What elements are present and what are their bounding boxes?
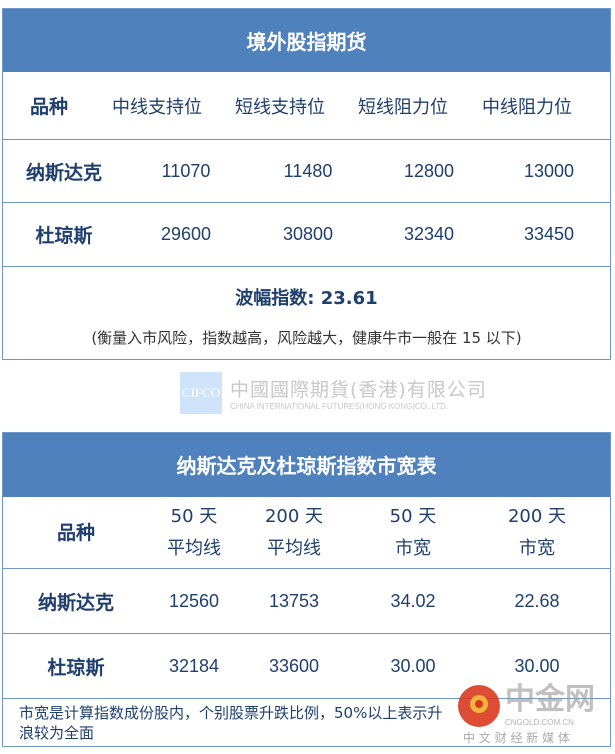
cell: 22.68 xyxy=(514,590,560,611)
cell: 13000 xyxy=(523,160,575,181)
cell: 33450 xyxy=(523,224,575,244)
col-header: 品种 xyxy=(29,96,68,118)
table-row: 纳斯达克 11070 11480 12800 13000 xyxy=(3,139,610,202)
cell: 12560 xyxy=(168,590,220,611)
footer-text: 市宽是计算指数成份股内，个别股票升跌比例，50%以上表示升浪较为全面 xyxy=(19,704,443,742)
table-title: 纳斯达克及杜琼斯指数市宽表 xyxy=(3,433,610,496)
cell: 11070 xyxy=(161,160,211,181)
cell: 12800 xyxy=(403,160,455,181)
cell: 杜琼斯 xyxy=(35,225,93,247)
table-row: 杜琼斯 32184 33600 30.00 30.00 xyxy=(3,633,610,698)
cell: 纳斯达克 xyxy=(25,161,102,184)
header-row: 品种 中线支持位 短线支持位 短线阻力位 中线阻力位 xyxy=(3,71,610,139)
cell: 34.02 xyxy=(390,590,436,611)
cifco-logo: CIFCO 中國國際期貨(香港)有限公司 CHINA INTERNATIONAL… xyxy=(180,372,487,414)
cifco-logo-box: CIFCO xyxy=(180,372,222,414)
cell: 30.00 xyxy=(390,655,436,676)
cell: 13753 xyxy=(268,590,320,611)
footer-note: 市宽是计算指数成份股内，个别股票升跌比例，50%以上表示升浪较为全面 xyxy=(3,698,610,747)
watermark-tagline: 中 文 财 经 新 媒 体 xyxy=(463,731,570,745)
cell: 30.00 xyxy=(514,655,560,676)
cell: 30800 xyxy=(282,224,334,244)
cell: 杜琼斯 xyxy=(47,656,105,679)
table-row: 杜琼斯 29600 30800 32340 33450 xyxy=(3,202,610,266)
header-row: 品种 50 天平均线 200 天平均线 50 天市宽 200 天市宽 xyxy=(3,496,610,568)
cell: 纳斯达克 xyxy=(37,591,114,614)
breadth-table: 纳斯达克及杜琼斯指数市宽表 品种 50 天平均线 200 天平均线 50 天市宽… xyxy=(2,432,611,747)
col-header: 200 天平均线 xyxy=(264,505,324,559)
col-header: 中线支持位 xyxy=(112,96,202,118)
wave-index: 波幅指数: 23.61 xyxy=(3,266,610,327)
table-title: 境外股指期货 xyxy=(3,9,610,71)
cell: 33600 xyxy=(268,655,320,676)
logo-cn: 中國國際期貨(香港)有限公司 xyxy=(230,379,487,401)
cell: 29600 xyxy=(160,224,212,244)
col-header: 短线阻力位 xyxy=(358,96,448,118)
watermark-name: 中金网 xyxy=(505,682,595,717)
wave-index-text: 波幅指数: 23.61 xyxy=(235,288,378,309)
cngold-logo-icon xyxy=(458,685,500,727)
risk-note: (衡量入市风险，指数越高，风险越大，健康牛市一般在 15 以下) xyxy=(91,329,522,347)
col-header: 200 天市宽 xyxy=(507,505,567,559)
logo-en: CHINA INTERNATIONAL FUTURES(HONG KONG)CO… xyxy=(230,402,449,411)
watermark-domain: CNGOLD.COM.CN xyxy=(505,718,574,727)
col-header: 中线阻力位 xyxy=(482,96,572,118)
futures-table: 境外股指期货 品种 中线支持位 短线支持位 短线阻力位 中线阻力位 纳斯达克 1… xyxy=(2,8,611,360)
col-header: 短线支持位 xyxy=(235,96,325,118)
cell: 32184 xyxy=(168,655,220,676)
col-header: 品种 xyxy=(56,521,95,544)
col-header: 50 天市宽 xyxy=(389,505,437,559)
table-row: 纳斯达克 12560 13753 34.02 22.68 xyxy=(3,568,610,633)
cngold-watermark: 中金网 CNGOLD.COM.CN 中 文 财 经 新 媒 体 xyxy=(455,684,615,754)
cell: 11480 xyxy=(283,160,333,181)
cell: 32340 xyxy=(403,224,455,244)
col-header: 50 天平均线 xyxy=(167,505,221,559)
